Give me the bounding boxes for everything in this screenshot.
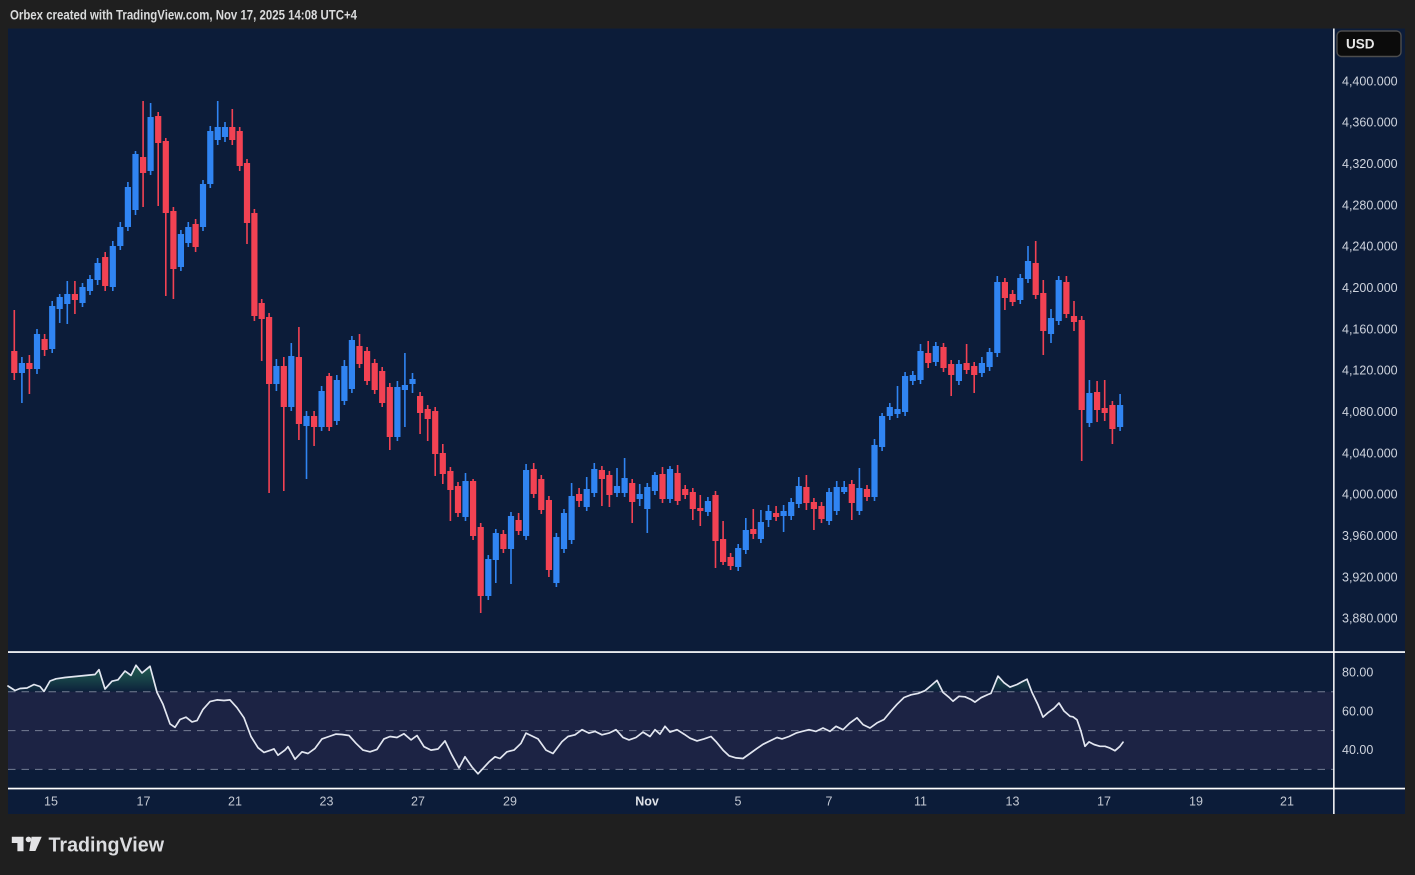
svg-text:15: 15 [44,795,58,809]
svg-text:4,000.000: 4,000.000 [1342,488,1398,502]
svg-text:4,080.000: 4,080.000 [1342,405,1398,419]
svg-text:4,400.000: 4,400.000 [1342,74,1398,88]
svg-text:40.00: 40.00 [1342,743,1373,757]
svg-text:Nov: Nov [635,795,659,809]
svg-text:13: 13 [1006,795,1020,809]
svg-text:21: 21 [1280,795,1294,809]
svg-text:29: 29 [503,795,517,809]
svg-text:4,320.000: 4,320.000 [1342,157,1398,171]
svg-text:5: 5 [735,795,742,809]
svg-text:7: 7 [826,795,833,809]
svg-text:4,280.000: 4,280.000 [1342,198,1398,212]
svg-text:3,920.000: 3,920.000 [1342,570,1398,584]
svg-text:27: 27 [411,795,425,809]
svg-text:60.00: 60.00 [1342,704,1373,718]
svg-text:4,040.000: 4,040.000 [1342,446,1398,460]
svg-text:3,960.000: 3,960.000 [1342,529,1398,543]
svg-text:4,200.000: 4,200.000 [1342,281,1398,295]
svg-text:17: 17 [137,795,151,809]
svg-text:19: 19 [1189,795,1203,809]
svg-text:4,240.000: 4,240.000 [1342,240,1398,254]
svg-text:4,360.000: 4,360.000 [1342,116,1398,130]
svg-text:4,160.000: 4,160.000 [1342,322,1398,336]
svg-text:TradingView: TradingView [49,835,165,857]
svg-text:23: 23 [320,795,334,809]
svg-text:USD: USD [1346,37,1375,52]
svg-text:Orbex created with TradingView: Orbex created with TradingView.com, Nov … [10,8,357,23]
svg-text:80.00: 80.00 [1342,666,1373,680]
svg-text:4,120.000: 4,120.000 [1342,364,1398,378]
svg-text:11: 11 [914,795,927,809]
svg-text:17: 17 [1097,795,1111,809]
svg-text:21: 21 [228,795,242,809]
svg-text:3,880.000: 3,880.000 [1342,612,1398,626]
